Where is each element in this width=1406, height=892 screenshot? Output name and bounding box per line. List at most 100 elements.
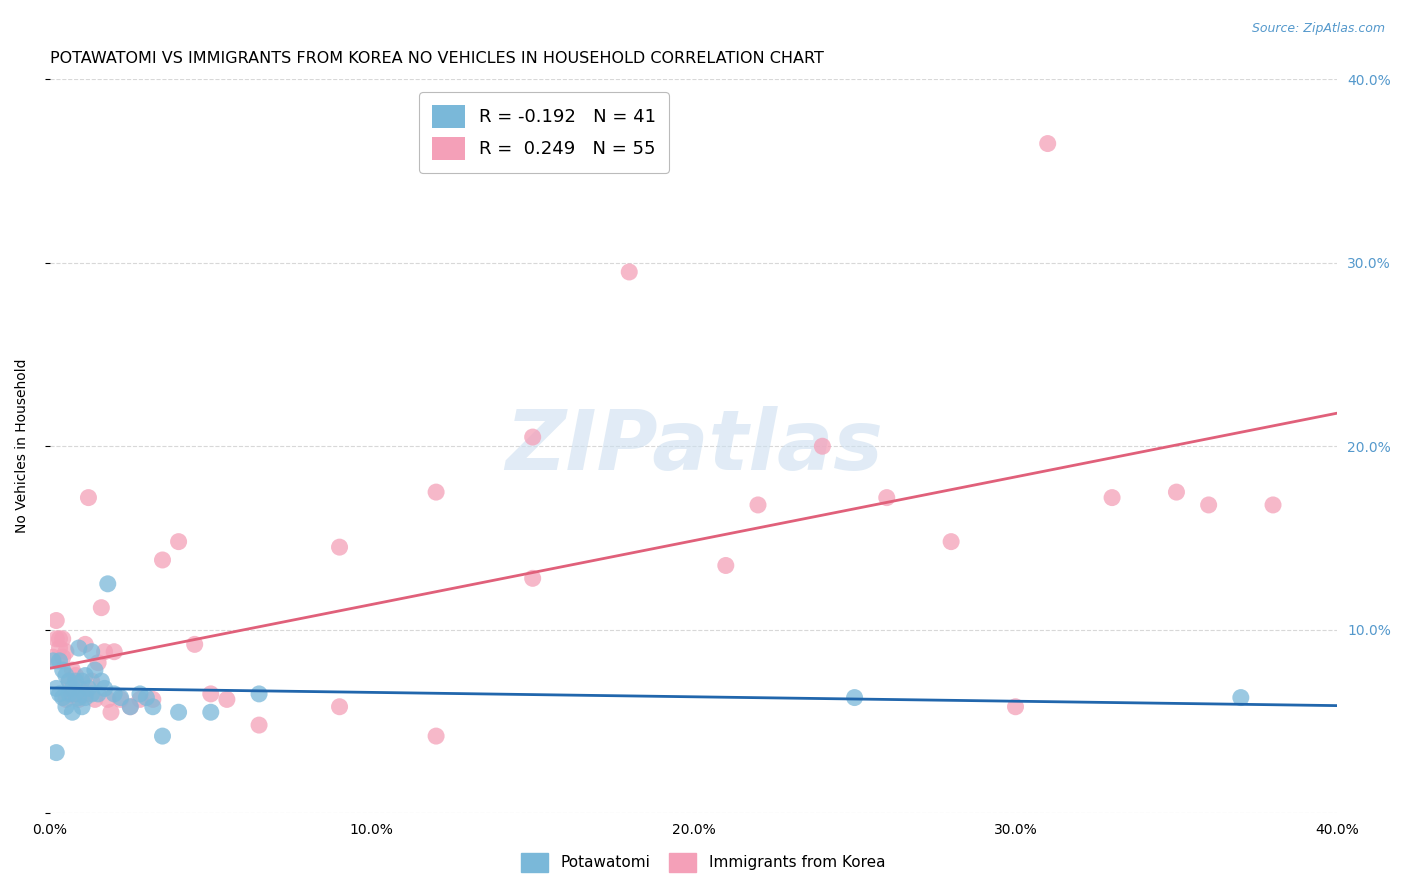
Point [75,637,97,651]
Point [747,498,769,512]
Point [714,558,737,573]
Point [167,705,190,719]
Point [52,663,75,677]
Point [77,681,100,696]
Point [120,699,142,714]
Point [67,681,90,696]
Point [97,577,120,591]
Text: ZIPatlas: ZIPatlas [505,406,883,487]
Point [90,600,112,615]
Point [52,690,75,705]
Point [67,640,90,655]
Point [58,674,80,689]
Point [844,690,866,705]
Y-axis label: No Vehicles in Household: No Vehicles in Household [15,359,30,533]
Point [42,654,65,668]
Point [83,692,105,706]
Point [60,681,83,696]
Point [70,674,93,689]
Point [215,692,238,706]
Point [77,491,100,505]
Point [45,614,67,628]
Point [522,571,544,585]
Point [75,687,97,701]
Point [55,645,77,659]
Point [60,663,83,677]
Point [142,699,165,714]
Point [90,674,112,689]
Point [52,632,75,646]
Point [1198,498,1220,512]
Point [70,699,93,714]
Point [142,692,165,706]
Point [67,692,90,706]
Point [100,705,122,719]
Point [55,668,77,682]
Point [1261,498,1284,512]
Point [83,663,105,677]
Point [58,687,80,701]
Point [939,534,962,549]
Point [80,687,103,701]
Point [247,718,270,732]
Point [110,690,132,705]
Point [65,668,87,682]
Point [45,681,67,696]
Point [87,656,110,670]
Point [1036,136,1059,151]
Legend: R = -0.192   N = 41, R =  0.249   N = 55: R = -0.192 N = 41, R = 0.249 N = 55 [419,92,669,173]
Point [110,692,132,706]
Point [48,687,70,701]
Point [52,650,75,665]
Point [425,485,447,500]
Point [48,640,70,655]
Point [75,690,97,705]
Point [45,632,67,646]
Point [67,690,90,705]
Point [48,632,70,646]
Point [93,681,115,696]
Point [60,687,83,701]
Point [619,265,641,279]
Point [80,674,103,689]
Point [70,687,93,701]
Point [135,690,157,705]
Point [80,645,103,659]
Point [93,645,115,659]
Point [65,687,87,701]
Point [167,534,190,549]
Point [58,674,80,689]
Point [65,674,87,689]
Point [103,645,125,659]
Point [1230,690,1253,705]
Point [87,687,110,701]
Point [48,654,70,668]
Point [103,687,125,701]
Point [1166,485,1188,500]
Point [55,699,77,714]
Point [1101,491,1123,505]
Point [200,705,222,719]
Point [328,699,350,714]
Point [45,746,67,760]
Point [183,637,205,651]
Point [328,540,350,554]
Point [876,491,898,505]
Point [522,430,544,444]
Point [129,687,152,701]
Point [152,553,174,567]
Point [200,687,222,701]
Point [55,692,77,706]
Point [120,699,142,714]
Point [42,650,65,665]
Point [97,692,120,706]
Text: Source: ZipAtlas.com: Source: ZipAtlas.com [1251,22,1385,36]
Point [60,705,83,719]
Point [152,729,174,743]
Legend: Potawatomi, Immigrants from Korea: Potawatomi, Immigrants from Korea [513,845,893,880]
Point [247,687,270,701]
Point [425,729,447,743]
Point [811,439,834,453]
Point [1004,699,1026,714]
Title: POTAWATOMI VS IMMIGRANTS FROM KOREA NO VEHICLES IN HOUSEHOLD CORRELATION CHART: POTAWATOMI VS IMMIGRANTS FROM KOREA NO V… [49,51,824,66]
